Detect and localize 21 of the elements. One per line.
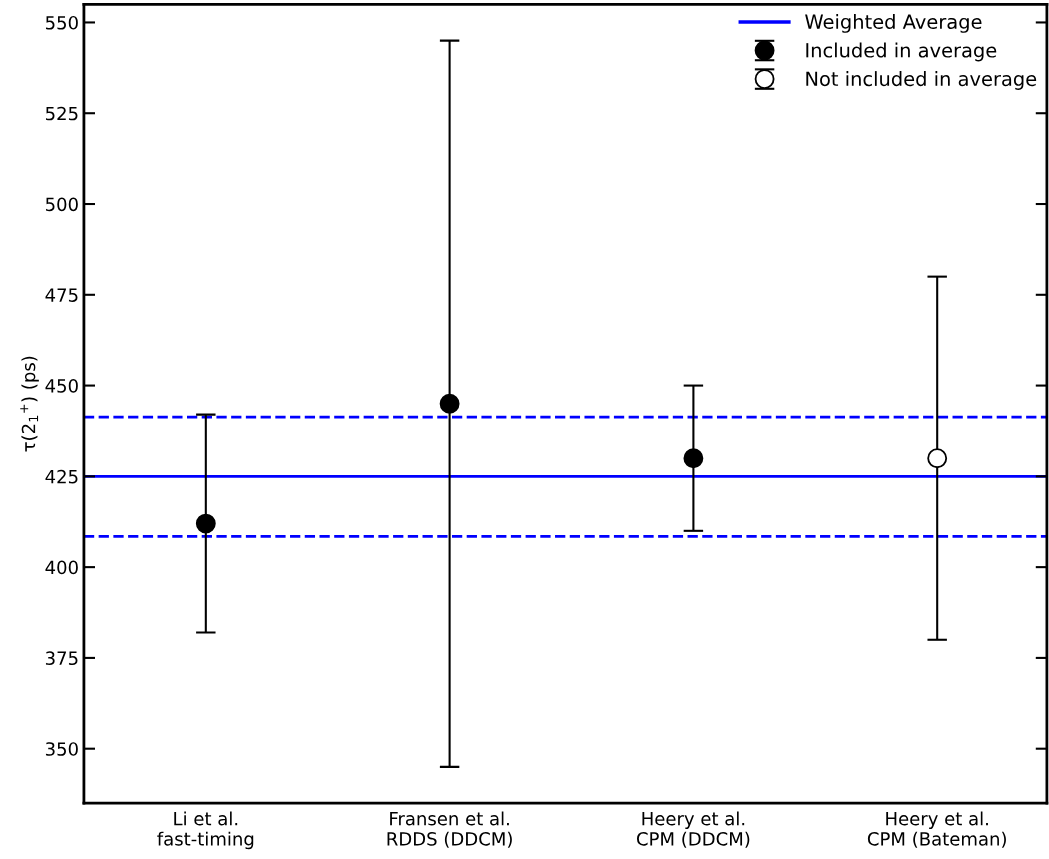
y-tick-label: 350 bbox=[45, 742, 78, 756]
y-axis-title: τ(2$_{1}$$^{+}$) (ps) bbox=[20, 356, 39, 452]
legend-label: Not included in average bbox=[806, 71, 1037, 90]
legend-label: Included in average bbox=[806, 42, 997, 62]
y-tick-label: 450 bbox=[45, 379, 78, 393]
y-tick-label: 375 bbox=[45, 651, 78, 666]
x-tick-label: Li et al. fast-timing bbox=[157, 811, 254, 850]
point bbox=[927, 448, 948, 469]
y-tick-label: 550 bbox=[45, 15, 78, 30]
point bbox=[439, 393, 460, 414]
y-tick-label: 475 bbox=[45, 288, 78, 302]
legend-label: Weighted Average bbox=[805, 14, 982, 33]
y-tick-label: 425 bbox=[45, 469, 78, 484]
x-tick-label: Fransen et al. RDDS (DDCM) bbox=[387, 811, 512, 848]
x-tick-label: Heery et al. CPM (Bateman) bbox=[867, 811, 1006, 848]
point bbox=[683, 448, 704, 469]
y-tick-label: 400 bbox=[45, 560, 78, 575]
y-tick-label: 525 bbox=[45, 106, 78, 121]
y-tick-label: 500 bbox=[45, 197, 78, 212]
x-tick-label: Heery et al. CPM (DDCM) bbox=[636, 811, 750, 848]
point bbox=[195, 513, 216, 534]
